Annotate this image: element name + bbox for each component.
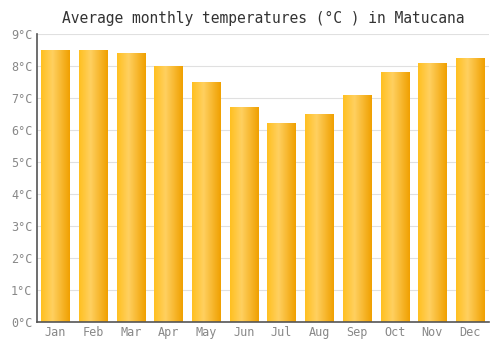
Title: Average monthly temperatures (°C ) in Matucana: Average monthly temperatures (°C ) in Ma… bbox=[62, 11, 464, 26]
